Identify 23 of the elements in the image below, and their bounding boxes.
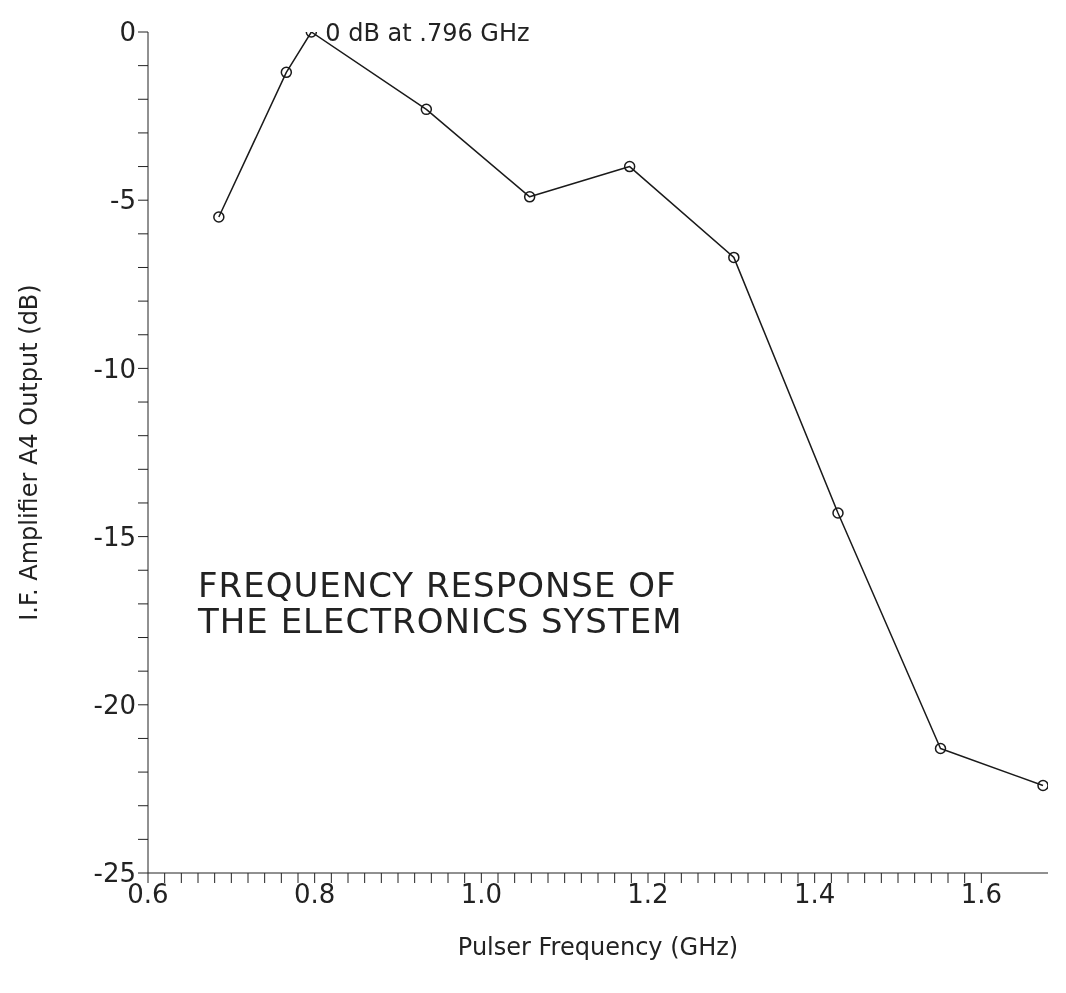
point xyxy=(623,160,636,173)
y-tick-label: 0 xyxy=(119,17,136,48)
x-tick-label: 0.8 xyxy=(293,879,336,910)
y-tick-label: -15 xyxy=(93,521,136,552)
point xyxy=(280,66,293,79)
point xyxy=(213,211,225,223)
y-axis-title: I.F. Amplifier A4 Output (dB) xyxy=(14,284,43,621)
y-tick-label: -5 xyxy=(110,185,136,216)
x-tick-label: 1.6 xyxy=(960,879,1003,910)
point xyxy=(420,103,433,116)
point xyxy=(523,191,536,203)
point xyxy=(934,742,947,755)
annotation: 0 dB at .796 GHz xyxy=(325,18,530,47)
point xyxy=(832,507,844,519)
x-tick-label: 1.2 xyxy=(627,879,669,910)
point xyxy=(1037,779,1048,792)
annotation: FREQUENCY RESPONSE OF THE ELECTRONICS SYSTEM xyxy=(198,565,683,641)
x-tick-label: 1.0 xyxy=(460,879,503,910)
y-tick-label: -20 xyxy=(93,690,136,721)
point xyxy=(728,251,740,264)
x-tick-label: 1.4 xyxy=(793,879,836,910)
x-axis-title: Pulser Frequency (GHz) xyxy=(457,933,739,961)
y-tick-label: -10 xyxy=(93,353,136,384)
